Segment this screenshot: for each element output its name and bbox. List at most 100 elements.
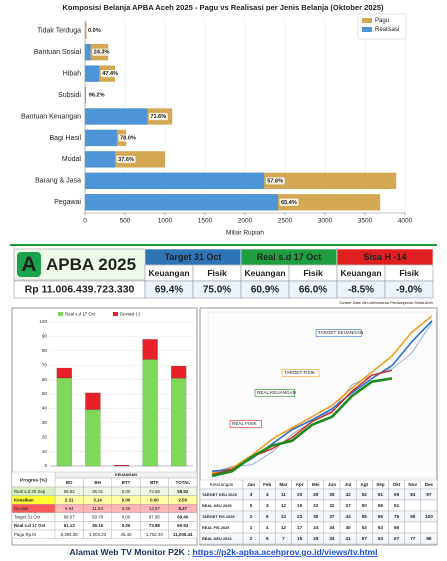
x-tick-label: 0 [83,218,87,225]
label-bg [116,155,136,163]
table-value: 59 [378,503,384,508]
table-value: 2 [250,514,253,519]
bar [85,194,279,211]
table-value: 50.78 [92,515,104,520]
x-axis-label: Miliar Rupiah [226,230,264,237]
table-value: 60.93 [177,523,189,528]
right-panel [199,307,438,546]
table-header: BTT [122,480,131,485]
table-group: KEUANGAN [115,473,137,477]
source: Sumber Data: Biro Administrasi Pembangun… [339,301,433,305]
y-tick-label: 0 [44,463,47,468]
table-header: BTF [150,480,159,485]
legend-label: Realisasi [375,27,399,33]
summary-value: 69.4% [155,285,183,296]
table-value: 97 [426,492,432,497]
y-tick-label: 40 [42,406,48,411]
annotation-box [281,369,320,377]
table-value: 5 [266,514,269,519]
legend-swatch [362,18,372,23]
y-tick-label: 100 [39,319,47,324]
table-value: 13 [281,514,287,519]
table-value: 12 [281,525,287,530]
table-value: 37 [346,503,352,508]
bar [85,151,116,168]
table-header: Apr [296,482,304,487]
bar-label: 78.0% [120,135,136,141]
legend-label: Deviasi (-) [120,311,141,316]
table-value: 0.00 [122,497,131,502]
footer-label: Alamat Web TV Monitor P2K : [70,547,191,557]
table-value: 3 [266,503,269,508]
annotation: TARGET FISIK [284,370,316,375]
row-label: REAL KEU 2024 [202,536,232,541]
table-value: 41 [346,536,352,541]
summary-subheader: Keuangan [244,268,285,278]
bar-label: 57.6% [267,178,283,184]
table-value: 57 [362,536,368,541]
label-bg [279,198,299,206]
row-label: Real s.d 17 Oct [14,523,46,528]
table-header: Sep [376,482,385,487]
footer: Alamat Web TV Monitor P2K : https://p2k-… [70,547,378,557]
table-value: 73.98 [149,523,161,528]
summary-subheader: Fisik [303,268,323,278]
table-value: 37 [329,514,335,519]
table-value: 13.97 [149,506,161,511]
table-value: 55 [362,514,368,519]
table-cell [420,521,438,534]
bar-label: 65.4% [281,200,297,206]
summary-title: Real s.d 17 Oct [257,252,322,262]
table-value: 42 [346,492,352,497]
row-label: Pagu Rp.M [14,532,36,537]
y-tick-label: 50 [42,391,48,396]
table-value: 0.00 [122,506,131,511]
table-value: 69.40 [177,515,189,520]
label-bg [118,134,138,142]
bar [85,22,87,39]
bar-label: 24.3% [94,50,110,56]
y-tick-label: Barang & Jasa [35,178,81,185]
annotation-box [229,420,262,428]
table-value: 12 [281,503,287,508]
row-label: REAL FIS 2025 [202,525,230,530]
table-value: 39.15 [92,523,104,528]
table-value: 53 [362,525,368,530]
table-value: 0.00 [122,515,131,520]
row-label: Deviasi [14,506,28,511]
table-value: 50 [362,503,368,508]
x-tick-label: 4000 [398,218,413,225]
line [211,322,433,474]
table-value: 61 [378,492,384,497]
x-tick-label: 3500 [358,218,373,225]
table-value: 24 [313,525,319,530]
legend-label: Pagu [375,18,389,24]
total: Rp 11.006.439.723.330 [25,284,135,296]
y-tick-label: Pegawai [54,199,81,206]
table-value: 6 [266,536,269,541]
table-header: Jan [247,482,255,487]
summary-cell [384,280,434,299]
table-header: TOTAL [176,480,191,485]
table-value: 63 [378,525,384,530]
bar-label: 47.4% [102,71,118,77]
summary-value: -9.0% [396,285,422,296]
y-tick-label: Hibah [63,70,81,77]
table-header: Okt [393,482,401,487]
table-value: 17 [297,525,303,530]
annotation: REAL FISIK [232,421,258,426]
table-value: 2 [250,536,253,541]
table-value: 44 [346,514,352,519]
bar-label: 96.2% [89,93,105,99]
table-header: Mar [279,482,287,487]
label-bg [148,112,168,121]
table-value: 84 [410,492,416,497]
table-value: 29 [313,492,319,497]
table-corner: Progres (%) [20,477,47,483]
bar [85,44,91,61]
table-value: 2.31 [65,497,74,502]
table-value: 61.13 [64,523,76,528]
summary-subheader: Fisik [399,268,419,278]
footer-url[interactable]: https://p2k-apba.acehprov.go.id/views/tv… [193,547,378,557]
